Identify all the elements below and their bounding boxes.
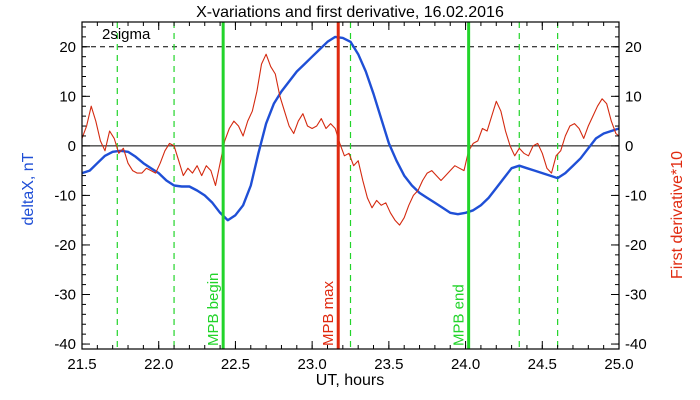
y-tick-label-right-1: -30 <box>625 287 647 304</box>
y-tick-label-left-5: 10 <box>59 88 76 105</box>
x-tick-label-0: 21.5 <box>67 356 96 373</box>
x-tick-label-3: 23.0 <box>298 356 327 373</box>
x-tick-label-7: 25.0 <box>604 356 633 373</box>
y-tick-label-right-6: 20 <box>625 39 642 56</box>
x-tick-label-5: 24.0 <box>451 356 480 373</box>
y-tick-label-right-3: -10 <box>625 187 647 204</box>
marker-label-2: MPB end <box>451 284 468 346</box>
x-axis-label: UT, hours <box>316 372 384 389</box>
series-line-derivative <box>81 53 620 226</box>
sigma-label: 2sigma <box>102 26 151 43</box>
x-tick-label-1: 22.0 <box>144 356 173 373</box>
y-tick-label-right-5: 10 <box>625 88 642 105</box>
y-tick-label-left-1: -30 <box>54 287 76 304</box>
y-tick-label-right-0: -40 <box>625 336 647 353</box>
marker-label-0: MPB begin <box>205 273 222 346</box>
y-tick-label-right-2: -20 <box>625 237 647 254</box>
x-tick-label-4: 23.5 <box>374 356 403 373</box>
y-tick-label-right-4: 0 <box>625 138 633 155</box>
y-axis-label-left: deltaX, nT <box>20 152 37 225</box>
y-tick-label-left-2: -20 <box>54 237 76 254</box>
y-tick-label-left-0: -40 <box>54 336 76 353</box>
series-line-deltaX <box>81 35 620 222</box>
x-tick-label-6: 24.5 <box>528 356 557 373</box>
x-tick-label-2: 22.5 <box>221 356 250 373</box>
marker-label-1: MPB max <box>320 280 337 346</box>
y-tick-label-left-3: -10 <box>54 187 76 204</box>
axis-ticks: 21.5 22.0 22.5 23.0 23.5 24.0 24.5 25.0 -40 -30 -2… <box>54 22 647 373</box>
plot-area: MPB begin MPB max MPB end <box>81 22 620 349</box>
chart-title: X-variations and first derivative, 16.02… <box>196 4 504 21</box>
y-axis-label-right: First derivative*10 <box>669 151 686 279</box>
y-tick-label-left-6: 20 <box>59 39 76 56</box>
y-tick-label-left-4: 0 <box>68 138 76 155</box>
